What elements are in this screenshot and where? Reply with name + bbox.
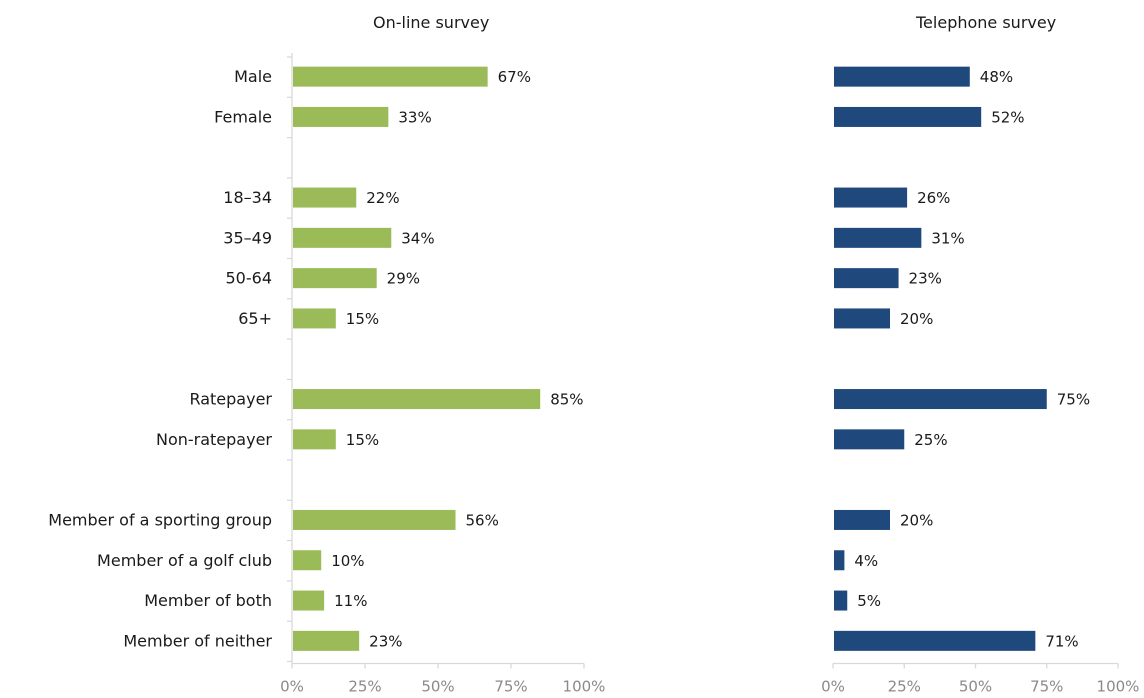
data-label: 10% xyxy=(331,552,364,570)
bar-telephone xyxy=(834,187,908,208)
category-label: 50-64 xyxy=(226,269,273,288)
x-tick-label: 50% xyxy=(421,678,454,696)
category-label: Ratepayer xyxy=(189,390,272,409)
data-label: 23% xyxy=(909,270,942,288)
bar-telephone xyxy=(834,308,890,329)
bar-telephone xyxy=(834,630,1036,651)
category-label: Member of both xyxy=(144,591,272,610)
panel-title-1: Telephone survey xyxy=(915,13,1056,32)
bar-online xyxy=(293,590,325,611)
data-label: 71% xyxy=(1045,632,1078,650)
bar-online xyxy=(293,429,336,450)
bar-telephone xyxy=(834,550,845,571)
bar-telephone xyxy=(834,429,905,450)
data-label: 22% xyxy=(366,189,399,207)
data-label: 48% xyxy=(980,68,1013,86)
bar-online xyxy=(293,550,322,571)
x-tick-label: 100% xyxy=(563,678,606,696)
bar-telephone xyxy=(834,590,848,611)
category-label: Non-ratepayer xyxy=(156,430,272,449)
data-label: 25% xyxy=(914,431,947,449)
x-tick-label: 0% xyxy=(280,678,304,696)
category-label: 65+ xyxy=(238,309,272,328)
category-label: Member of a sporting group xyxy=(48,510,272,529)
data-label: 26% xyxy=(917,189,950,207)
data-label: 67% xyxy=(498,68,531,86)
bar-telephone xyxy=(834,106,982,127)
bar-telephone xyxy=(834,389,1047,410)
data-label: 23% xyxy=(369,632,402,650)
x-tick-label: 50% xyxy=(959,678,992,696)
data-label: 4% xyxy=(854,552,878,570)
data-label: 15% xyxy=(346,310,379,328)
bar-online xyxy=(293,630,360,651)
x-tick-label: 0% xyxy=(821,678,845,696)
bar-online xyxy=(293,509,456,530)
bar-telephone xyxy=(834,268,899,289)
bar-online xyxy=(293,187,357,208)
panel-title-0: On-line survey xyxy=(373,13,489,32)
data-label: 75% xyxy=(1057,391,1090,409)
data-label: 15% xyxy=(346,431,379,449)
x-tick-label: 75% xyxy=(494,678,527,696)
bar-telephone xyxy=(834,66,970,87)
category-label: Member of a golf club xyxy=(97,551,272,570)
bar-online xyxy=(293,66,488,87)
data-label: 11% xyxy=(334,592,367,610)
data-label: 31% xyxy=(931,229,964,247)
x-tick-label: 75% xyxy=(1030,678,1063,696)
bar-online xyxy=(293,268,377,289)
data-label: 85% xyxy=(550,391,583,409)
data-label: 5% xyxy=(857,592,881,610)
category-label: Member of neither xyxy=(123,631,272,650)
category-label: 35–49 xyxy=(223,228,272,247)
bar-telephone xyxy=(834,227,922,248)
data-label: 20% xyxy=(900,511,933,529)
data-label: 56% xyxy=(466,511,499,529)
data-label: 34% xyxy=(401,229,434,247)
bar-online xyxy=(293,227,392,248)
x-tick-label: 25% xyxy=(888,678,921,696)
category-label: 18–34 xyxy=(223,188,272,207)
bar-online xyxy=(293,389,541,410)
category-label: Female xyxy=(214,107,272,126)
data-label: 20% xyxy=(900,310,933,328)
bar-telephone xyxy=(834,509,890,530)
data-label: 33% xyxy=(398,108,431,126)
data-label: 29% xyxy=(387,270,420,288)
category-label: Male xyxy=(234,67,272,86)
data-label: 52% xyxy=(991,108,1024,126)
bar-online xyxy=(293,308,336,329)
bar-online xyxy=(293,106,389,127)
x-tick-label: 25% xyxy=(348,678,381,696)
x-tick-label: 100% xyxy=(1097,678,1140,696)
